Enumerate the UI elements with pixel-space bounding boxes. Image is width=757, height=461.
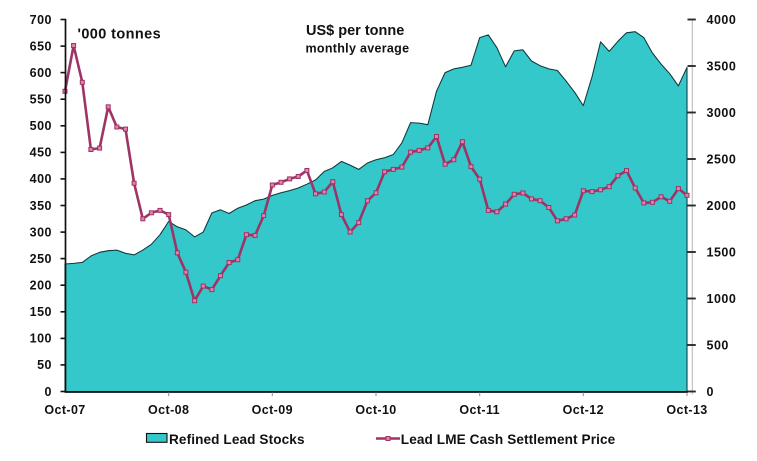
svg-text:0: 0 <box>45 385 52 399</box>
svg-text:500: 500 <box>30 119 52 133</box>
svg-text:500: 500 <box>707 338 729 352</box>
svg-text:monthly average: monthly average <box>306 42 410 56</box>
svg-text:Oct-12: Oct-12 <box>563 403 604 417</box>
svg-text:Oct-13: Oct-13 <box>666 403 707 417</box>
svg-text:Oct-07: Oct-07 <box>44 403 85 417</box>
svg-text:3500: 3500 <box>707 59 737 73</box>
svg-text:250: 250 <box>30 252 52 266</box>
svg-text:450: 450 <box>30 146 52 160</box>
svg-text:Lead LME Cash Settlement Price: Lead LME Cash Settlement Price <box>401 432 616 447</box>
svg-text:150: 150 <box>30 305 52 319</box>
svg-text:350: 350 <box>30 199 52 213</box>
svg-text:100: 100 <box>30 332 52 346</box>
svg-text:Oct-11: Oct-11 <box>459 403 500 417</box>
svg-text:700: 700 <box>30 13 52 27</box>
svg-text:'000 tonnes: '000 tonnes <box>78 27 162 43</box>
svg-text:1000: 1000 <box>707 292 737 306</box>
svg-text:600: 600 <box>30 66 52 80</box>
svg-text:2000: 2000 <box>707 199 737 213</box>
svg-text:Oct-09: Oct-09 <box>252 403 293 417</box>
svg-text:50: 50 <box>37 358 52 372</box>
svg-text:200: 200 <box>30 279 52 293</box>
svg-text:2500: 2500 <box>707 152 737 166</box>
svg-text:550: 550 <box>30 93 52 107</box>
svg-text:Oct-08: Oct-08 <box>148 403 189 417</box>
svg-text:Refined Lead Stocks: Refined Lead Stocks <box>169 432 305 447</box>
svg-text:US$ per tonne: US$ per tonne <box>306 23 404 39</box>
svg-text:650: 650 <box>30 39 52 53</box>
svg-text:3000: 3000 <box>707 106 737 120</box>
svg-text:400: 400 <box>30 172 52 186</box>
svg-text:300: 300 <box>30 225 52 239</box>
svg-text:1500: 1500 <box>707 245 737 259</box>
svg-text:4000: 4000 <box>707 13 737 27</box>
svg-text:0: 0 <box>707 385 714 399</box>
svg-text:Oct-10: Oct-10 <box>355 403 396 417</box>
